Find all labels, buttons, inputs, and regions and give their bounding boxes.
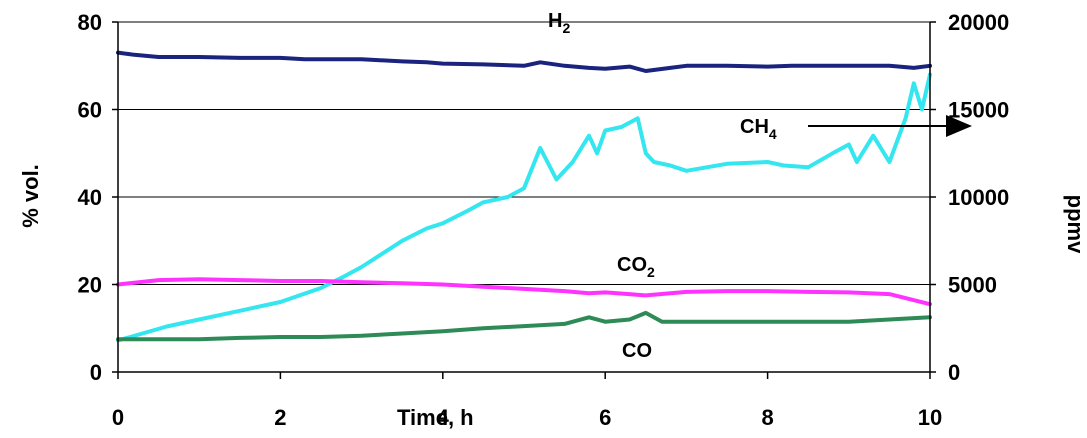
y-right-tick-label: 10000 [948,185,1009,210]
series-label-ch4: CH4 [740,116,777,142]
y-left-tick-label: 20 [78,273,102,298]
series-label-co-main: CO [622,340,652,362]
y-left-tick-label: 0 [90,360,102,385]
series-line-ch4 [116,72,932,343]
series-line-h2 [116,50,932,73]
y-right-tick-label: 5000 [948,273,997,298]
series-label-ch4-main: CH [740,116,769,138]
series-label-co2-main: CO [617,254,647,276]
x-tick-label: 10 [918,405,942,430]
y-right-tick-label: 20000 [948,10,1009,35]
y-left-tick-label: 60 [78,98,102,123]
series-label-h2-main: H [548,10,562,32]
x-tick-label: 6 [599,405,611,430]
x-tick-label: 0 [112,405,124,430]
gridlines [118,21,930,285]
y-axis-left-title: % vol. [18,164,43,228]
y-left-tick-label: 40 [78,185,102,210]
x-tick-label: 4 [437,405,450,430]
series-label-co: CO [622,340,652,362]
x-tick-label: 8 [761,405,773,430]
x-tick-label: 2 [274,405,286,430]
series-line-co2 [116,277,932,307]
series-label-co2-sub: 2 [647,264,655,280]
series-layer [116,50,932,343]
series-label-ch4-sub: 4 [769,126,777,142]
x-axis-title: Time, h [397,405,474,430]
ch4-right-axis-arrow [808,115,972,137]
series-label-h2: H2 [548,10,570,36]
y-right-tick-label: 15000 [948,98,1009,123]
series-line-co [116,310,932,342]
series-label-co2: CO2 [617,254,655,280]
series-label-h2-sub: 2 [562,20,570,36]
tick-labels: 0 20 40 60 80 0 5000 10000 15000 20000 0 2 4 6 8 10 [78,10,1010,430]
y-right-tick-label: 0 [948,360,960,385]
y-left-tick-label: 80 [78,10,102,35]
axes [112,21,936,379]
y-axis-right-title: ppmv [1063,195,1087,254]
